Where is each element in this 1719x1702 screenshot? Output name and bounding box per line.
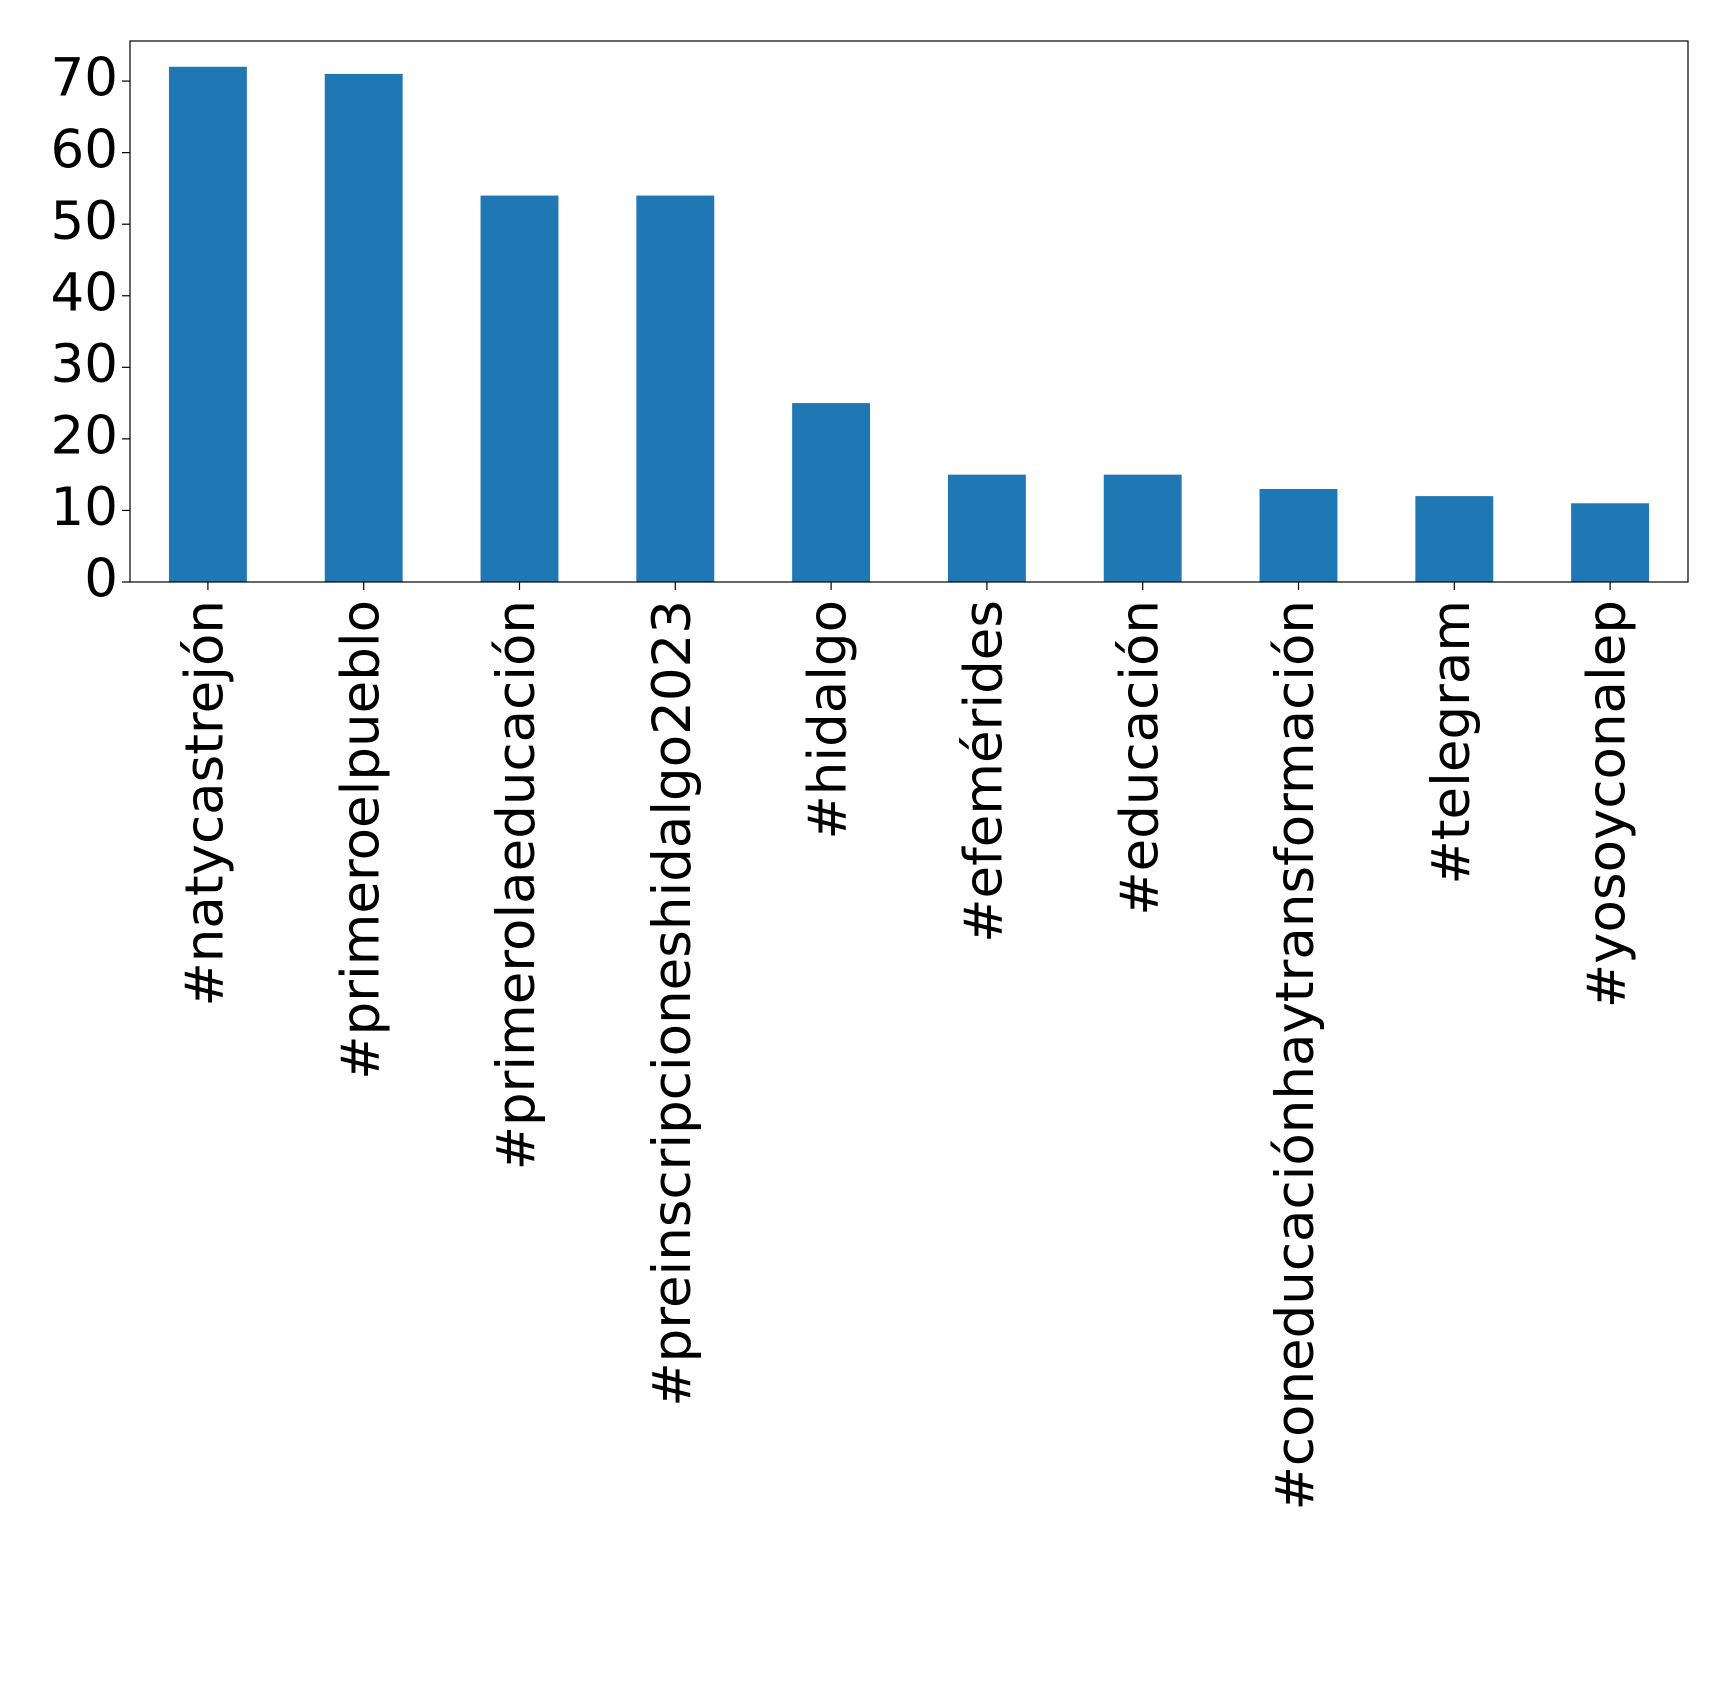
y-tick-label: 70 — [51, 48, 118, 109]
x-tick-label: #preinscripcioneshidalgo2023 — [642, 600, 703, 1407]
x-tick-label: #primerolaeducación — [486, 600, 547, 1170]
y-tick-label: 10 — [51, 477, 118, 538]
plot-frame — [129, 40, 1689, 583]
y-tick-label: 40 — [51, 262, 118, 323]
bar — [168, 66, 247, 582]
y-tick-label: 20 — [51, 406, 118, 467]
bar — [1259, 488, 1338, 582]
bar — [480, 195, 559, 583]
x-tick-label: #telegram — [1421, 600, 1482, 885]
y-tick-label: 60 — [51, 119, 118, 180]
bar — [1415, 496, 1494, 582]
x-tick-label: #natycastrejón — [175, 600, 236, 1007]
bar — [1571, 503, 1650, 582]
x-tick-label: #hidalgo — [798, 600, 859, 840]
bar — [792, 403, 871, 582]
x-tick-label: #educación — [1109, 600, 1170, 916]
y-tick-label: 30 — [51, 334, 118, 395]
bar — [1103, 474, 1182, 582]
y-tick-label: 50 — [51, 191, 118, 252]
y-tick-label: 0 — [84, 549, 118, 610]
x-tick-label: #yosoyconalep — [1577, 600, 1638, 1008]
x-tick-label: #primeroelpueblo — [330, 600, 391, 1080]
x-tick-label: #coneducaciónhaytransformación — [1265, 600, 1326, 1511]
bar — [324, 73, 403, 582]
bar — [947, 474, 1026, 582]
bar — [636, 195, 715, 583]
x-tick-label: #efemérides — [954, 600, 1015, 943]
